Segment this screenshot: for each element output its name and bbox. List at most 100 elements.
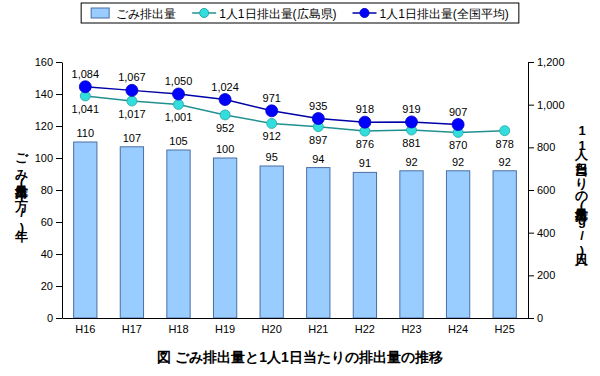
legend-label: 1人1日排出量(広島県) — [219, 7, 336, 21]
legend-item: 1人1日排出量(広島県) — [192, 7, 336, 21]
marker — [79, 81, 91, 93]
data-label: 92 — [405, 156, 417, 168]
data-label: 878 — [496, 138, 514, 150]
tick-label: H19 — [215, 323, 235, 335]
marker — [452, 119, 464, 131]
data-label: 107 — [123, 132, 141, 144]
data-label: 1,041 — [72, 103, 100, 115]
bar — [446, 171, 469, 318]
tick-label: H21 — [308, 323, 328, 335]
tick-label: 100 — [35, 152, 53, 164]
tick-label: H25 — [495, 323, 515, 335]
legend-marker — [200, 9, 209, 18]
y2-axis-title: 1人1日当たりの排出量(g/人日) — [575, 123, 590, 267]
data-label: 912 — [263, 130, 281, 142]
legend-label: 1人1日排出量(全国平均) — [380, 7, 509, 21]
tick: 40 — [41, 248, 62, 260]
tick: H18 — [168, 318, 188, 335]
marker — [500, 126, 510, 136]
tick-mark — [56, 286, 62, 287]
tick: 1,200 — [528, 56, 565, 68]
marker — [312, 113, 324, 125]
tick: H22 — [355, 318, 375, 335]
legend-item: 1人1日排出量(全国平均) — [353, 7, 509, 21]
tick-label: 160 — [35, 56, 53, 68]
bar — [213, 158, 236, 318]
tick-mark — [56, 94, 62, 95]
bar — [400, 171, 423, 318]
data-label: 876 — [356, 138, 374, 150]
bar — [307, 168, 330, 318]
tick: 800 — [528, 141, 555, 153]
marker — [266, 105, 278, 117]
marker — [127, 96, 137, 106]
tick: H24 — [448, 318, 468, 335]
tick: 20 — [41, 280, 62, 292]
tick-mark — [56, 158, 62, 159]
tick-label: 0 — [47, 312, 53, 324]
bar — [353, 172, 376, 318]
data-label: 897 — [309, 134, 327, 146]
y-axis: 0 20 40 60 80 100 120 140 160 — [35, 56, 63, 324]
data-label: 110 — [77, 127, 95, 139]
tick-mark — [56, 126, 62, 127]
marker — [267, 118, 277, 128]
tick: 60 — [41, 216, 62, 228]
tick-mark — [528, 233, 534, 234]
tick: 160 — [35, 56, 62, 68]
chart: 1101071051009594919292921,0411,0171,0019… — [0, 0, 600, 376]
axis-line — [62, 63, 63, 319]
data-label: 952 — [216, 122, 234, 134]
y2-axis: 02004006008001,0001,200 — [528, 56, 565, 324]
marker — [173, 88, 185, 100]
tick: 80 — [41, 184, 62, 196]
data-label: 1,050 — [165, 75, 193, 87]
marker — [220, 110, 230, 120]
legend-frame — [81, 3, 519, 23]
legend-swatch — [91, 8, 109, 18]
tick: 600 — [528, 184, 555, 196]
tick: 0 — [528, 312, 543, 324]
tick: 140 — [35, 88, 62, 100]
data-label: 1,067 — [118, 71, 146, 83]
data-label: 870 — [449, 139, 467, 151]
tick-mark — [528, 62, 534, 63]
data-label: 100 — [216, 143, 234, 155]
tick-label: 1,200 — [537, 56, 565, 68]
tick-label: H24 — [448, 323, 468, 335]
tick-label: H17 — [122, 323, 142, 335]
tick-label: 600 — [537, 184, 555, 196]
tick-label: H18 — [168, 323, 188, 335]
tick: H17 — [122, 318, 142, 335]
marks — [74, 81, 517, 318]
bar — [120, 147, 143, 318]
axis-line — [63, 318, 529, 319]
tick: H23 — [401, 318, 421, 335]
tick-mark — [528, 275, 534, 276]
tick-mark — [528, 318, 534, 319]
data-label: 919 — [402, 103, 420, 115]
marker — [219, 94, 231, 106]
tick: 100 — [35, 152, 62, 164]
tick: H21 — [308, 318, 328, 335]
tick-label: H23 — [401, 323, 421, 335]
tick: 120 — [35, 120, 62, 132]
tick-label: 400 — [537, 227, 555, 239]
bar — [74, 142, 97, 318]
tick: 400 — [528, 227, 555, 239]
data-label: 907 — [449, 106, 467, 118]
tick-label: H20 — [262, 323, 282, 335]
data-label: 91 — [359, 157, 371, 169]
tick-label: 800 — [537, 141, 555, 153]
tick-mark — [528, 147, 534, 148]
data-label: 92 — [452, 156, 464, 168]
data-label: 94 — [312, 153, 324, 165]
tick-label: 200 — [537, 269, 555, 281]
tick-mark — [56, 190, 62, 191]
data-label: 971 — [263, 92, 281, 104]
bar — [260, 166, 283, 318]
data-label: 935 — [309, 100, 327, 112]
tick-mark — [56, 222, 62, 223]
bar — [167, 150, 190, 318]
tick-label: 20 — [41, 280, 53, 292]
